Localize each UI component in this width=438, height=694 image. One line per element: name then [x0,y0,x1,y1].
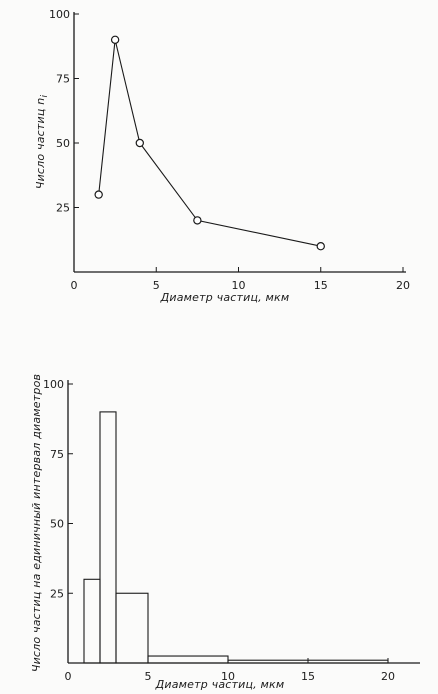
chart1-y-axis-title-subscript: i [40,95,50,98]
chart2-x-tick-label: 0 [65,670,72,683]
chart1-data-point [193,216,202,225]
chart1-ticks: 0 5 10 15 20 25 50 75 100 [49,8,410,292]
chart2-x-tick-label: 20 [381,670,395,683]
chart2-x-tick-label: 5 [145,670,152,683]
chart1-x-axis-title: Диаметр частиц, мкм [160,291,290,304]
chart1-y-tick-label: 25 [56,202,70,215]
line-chart: 0 5 10 15 20 25 50 75 100 Диаметр частиц, мкм Чи… [34,8,410,304]
chart1-y-tick-label: 50 [56,137,70,150]
chart2-bar [99,411,117,664]
chart2-x-tick-label: 15 [301,670,315,683]
chart1-data-point [135,138,144,148]
chart1-x-tick-label: 20 [396,279,410,292]
chart1-x-tick-label: 10 [232,279,246,292]
chart2-y-axis-title: Число частиц на единичный интервал диаме… [30,374,43,672]
chart2-bars [83,411,389,664]
chart2-y-tick-label: 100 [43,378,64,391]
chart1-series-line [98,39,321,247]
chart1-y-axis-title: Число частиц ni [34,95,50,190]
chart2-ticks: 0 5 10 15 20 25 50 75 100 [43,378,395,683]
chart2-bar [147,655,229,664]
chart2-bar [227,659,389,664]
chart1-x-tick-label: 0 [71,279,78,292]
chart2-x-tick-label: 10 [221,670,235,683]
chart1-y-axis-title-main: Число частиц n [34,98,47,190]
chart1-x-tick-label: 5 [153,279,160,292]
chart2-bar [115,592,149,664]
chart1-data-point [110,35,120,45]
chart2-y-tick-label: 50 [50,518,64,531]
chart2-y-tick-label: 25 [50,587,64,600]
chart1-x-tick-label: 15 [314,279,328,292]
chart1-y-tick-label: 75 [56,73,70,86]
chart1-data-point [316,241,325,251]
histogram-chart: 0 5 10 15 20 25 50 75 100 Диаметр частиц, мкм Чи… [30,374,420,691]
chart2-y-tick-label: 75 [50,448,64,461]
chart2-bar [83,578,101,664]
chart1-data-point [94,190,103,199]
chart2-x-axis-title: Диаметр частиц, мкм [155,678,285,691]
chart1-y-tick-label: 100 [49,8,70,21]
chart1-series [94,35,325,251]
